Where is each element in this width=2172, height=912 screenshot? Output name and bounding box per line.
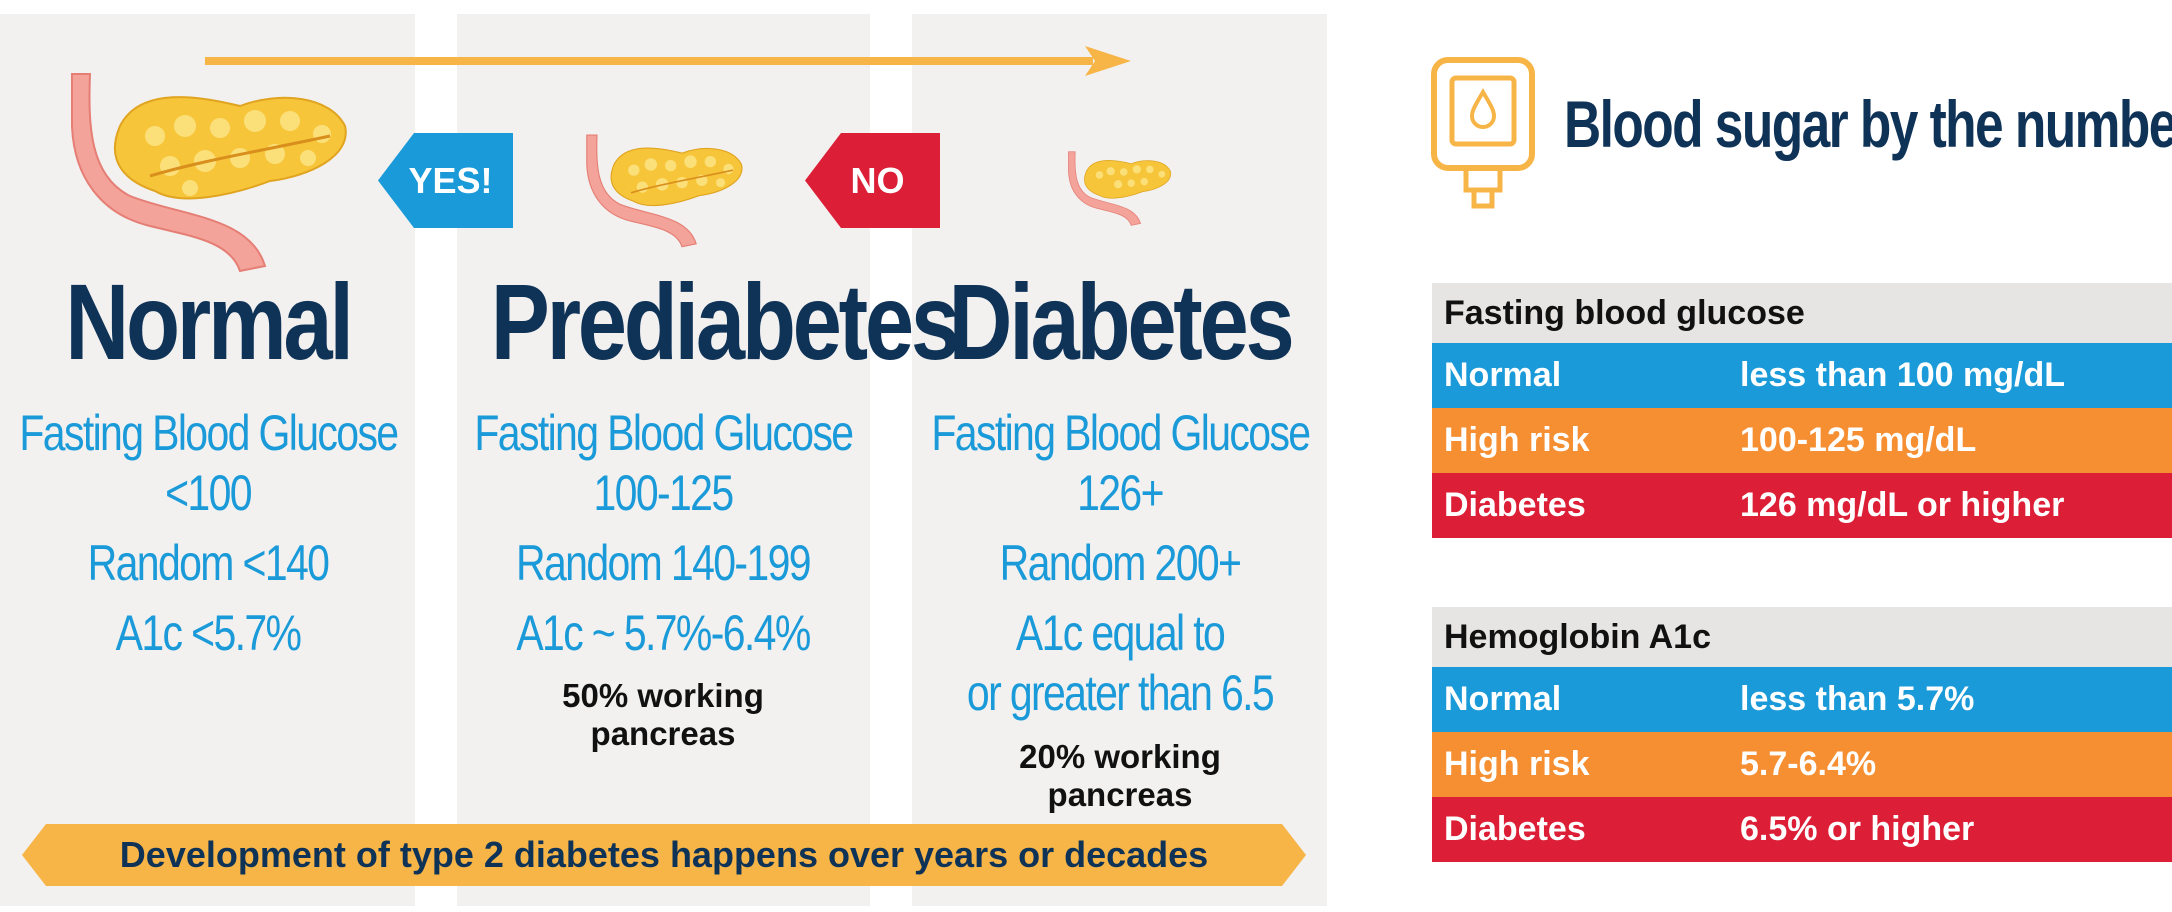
table-row: Normal less than 5.7% (1432, 667, 2172, 732)
table-row: Normal less than 100 mg/dL (1432, 343, 2172, 408)
pancreas-icon (71, 73, 347, 273)
table-row: Diabetes 6.5% or higher (1432, 797, 2172, 862)
hemoglobin-a1c-table: Hemoglobin A1c Normal less than 5.7% Hig… (1432, 607, 2172, 862)
table-header: Hemoglobin A1c (1432, 607, 2172, 667)
no-tag-label: NO (850, 159, 905, 201)
table-row: High risk 100-125 mg/dL (1432, 408, 2172, 473)
stage-line: Fasting Blood Glucose (931, 405, 1311, 461)
row-label: Normal (1444, 356, 1562, 394)
table-row: High risk 5.7-6.4% (1432, 732, 2172, 797)
row-label: High risk (1444, 745, 1590, 783)
row-value: less than 100 mg/dL (1740, 356, 2065, 394)
pancreas-function-note: 20% working pancreas (910, 738, 1330, 814)
table-header: Fasting blood glucose (1432, 283, 2172, 343)
pancreas-function-note: 50% working pancreas (453, 677, 873, 753)
stage-title-normal: Normal (65, 261, 354, 382)
row-value: 126 mg/dL or higher (1740, 486, 2065, 524)
table-row: Diabetes 126 mg/dL or higher (1432, 473, 2172, 538)
pancreas-icon (586, 134, 743, 248)
yes-tag-label: YES! (408, 159, 493, 201)
note-line: pancreas (590, 715, 736, 752)
stage-line: Random 140-199 (516, 535, 812, 591)
progression-arrow-icon (205, 46, 1131, 76)
stage-title-prediabetes: Prediabetes (490, 261, 960, 382)
row-value: 5.7-6.4% (1740, 745, 1877, 783)
yes-tag: YES! (378, 133, 513, 228)
timeline-banner (22, 824, 1306, 886)
stage-line: A1c equal to (1015, 605, 1226, 661)
row-value: 6.5% or higher (1740, 810, 1975, 848)
row-value: less than 5.7% (1740, 680, 1975, 718)
fasting-glucose-table: Fasting blood glucose Normal less than 1… (1432, 283, 2172, 538)
row-label: High risk (1444, 421, 1590, 459)
pancreas-icon (1068, 151, 1171, 226)
glucose-meter-icon (1431, 57, 1535, 209)
note-line: 20% working (1019, 738, 1221, 775)
stage-line: Random <140 (87, 535, 330, 591)
row-label: Diabetes (1444, 810, 1586, 848)
note-line: 50% working (562, 677, 764, 714)
stage-line: A1c <5.7% (115, 605, 302, 661)
stage-line: Random 200+ (999, 535, 1242, 591)
row-label: Normal (1444, 680, 1562, 718)
stage-line: Fasting Blood Glucose (474, 405, 854, 461)
row-label: Diabetes (1444, 486, 1586, 524)
stage-line: A1c ~ 5.7%-6.4% (516, 605, 811, 661)
stage-line: <100 (165, 465, 252, 521)
stage-line: 126+ (1077, 465, 1164, 521)
no-tag: NO (805, 133, 940, 228)
timeline-banner-text: Development of type 2 diabetes happens o… (119, 834, 1209, 875)
page-title: Blood sugar by the numbers (1564, 87, 2172, 161)
note-line: pancreas (1047, 776, 1193, 813)
row-value: 100-125 mg/dL (1740, 421, 1977, 459)
stage-line: or greater than 6.5 (966, 665, 1275, 721)
stage-line: Fasting Blood Glucose (19, 405, 399, 461)
stage-title-diabetes: Diabetes (948, 261, 1295, 382)
stage-line: 100-125 (593, 465, 735, 521)
